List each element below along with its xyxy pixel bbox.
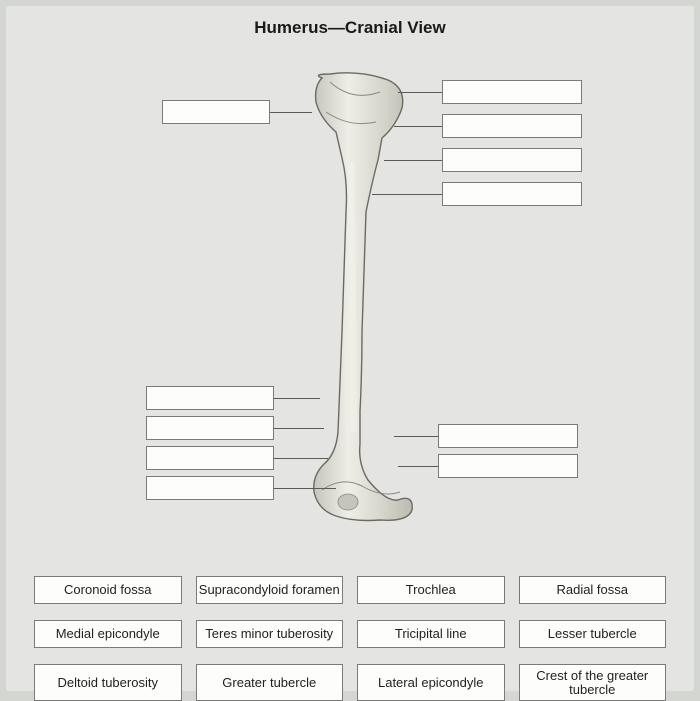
humerus-bone	[302, 72, 417, 522]
label-blank[interactable]	[442, 182, 582, 206]
term-option[interactable]: Crest of the greater tubercle	[519, 664, 667, 701]
leader-line	[274, 488, 336, 489]
leader-line	[274, 428, 324, 429]
term-option[interactable]: Coronoid fossa	[34, 576, 182, 604]
label-blank[interactable]	[162, 100, 270, 124]
term-bank: Coronoid fossa Supracondyloid foramen Tr…	[6, 576, 694, 701]
diagram-title: Humerus—Cranial View	[6, 18, 694, 38]
term-option[interactable]: Tricipital line	[357, 620, 505, 648]
label-blank[interactable]	[442, 80, 582, 104]
label-blank[interactable]	[442, 148, 582, 172]
leader-line	[384, 160, 442, 161]
leader-line	[274, 398, 320, 399]
label-blank[interactable]	[438, 454, 578, 478]
term-bank-row: Medial epicondyle Teres minor tuberosity…	[34, 620, 666, 648]
leader-line	[394, 126, 442, 127]
term-option[interactable]: Deltoid tuberosity	[34, 664, 182, 701]
label-blank[interactable]	[442, 114, 582, 138]
leader-line	[398, 466, 438, 467]
label-blank[interactable]	[438, 424, 578, 448]
term-bank-row: Coronoid fossa Supracondyloid foramen Tr…	[34, 576, 666, 604]
term-option[interactable]: Lesser tubercle	[519, 620, 667, 648]
term-bank-row: Deltoid tuberosity Greater tubercle Late…	[34, 664, 666, 701]
leader-line	[270, 112, 312, 113]
leader-line	[398, 92, 442, 93]
term-option[interactable]: Medial epicondyle	[34, 620, 182, 648]
label-blank[interactable]	[146, 476, 274, 500]
worksheet-page: Humerus—Cranial View	[6, 6, 694, 691]
term-option[interactable]: Supracondyloid foramen	[196, 576, 344, 604]
label-blank[interactable]	[146, 386, 274, 410]
term-option[interactable]: Lateral epicondyle	[357, 664, 505, 701]
leader-line	[394, 436, 438, 437]
term-option[interactable]: Teres minor tuberosity	[196, 620, 344, 648]
leader-line	[274, 458, 328, 459]
label-blank[interactable]	[146, 446, 274, 470]
label-blank[interactable]	[146, 416, 274, 440]
diagram-area	[6, 36, 694, 536]
term-option[interactable]: Greater tubercle	[196, 664, 344, 701]
term-option[interactable]: Radial fossa	[519, 576, 667, 604]
term-option[interactable]: Trochlea	[357, 576, 505, 604]
leader-line	[372, 194, 442, 195]
